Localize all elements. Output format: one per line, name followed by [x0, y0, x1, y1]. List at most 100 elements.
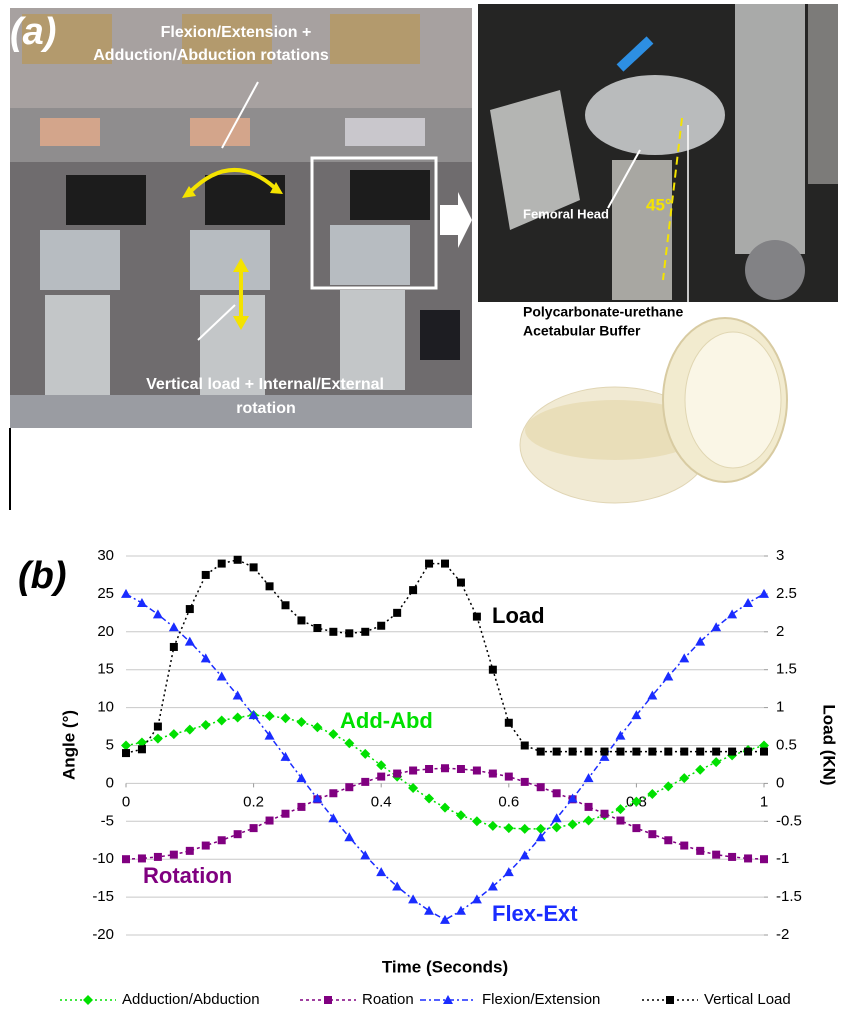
marker [185, 725, 195, 735]
figure: (a) Flexion/Extension + Adduction/Abduct… [0, 0, 841, 1012]
marker [680, 842, 688, 850]
marker [489, 770, 497, 778]
marker [233, 712, 243, 722]
marker [377, 622, 385, 630]
marker [664, 748, 672, 756]
marker [648, 830, 656, 838]
y-tick-label: 0 [106, 774, 114, 791]
legend-label: Vertical Load [704, 991, 791, 1008]
marker [217, 715, 227, 725]
marker [282, 601, 290, 609]
y-tick-label: -5 [101, 812, 114, 829]
marker [616, 817, 624, 825]
marker [743, 598, 753, 607]
marker [521, 742, 529, 750]
x-tick-label: 0 [122, 793, 130, 810]
y2-tick-label: 2 [776, 623, 784, 640]
marker [393, 609, 401, 617]
marker [296, 717, 306, 727]
marker [616, 748, 624, 756]
marker [584, 816, 594, 826]
marker [585, 748, 593, 756]
y2-tick-label: -2 [776, 926, 789, 943]
marker [313, 624, 321, 632]
y2-tick-label: 2.5 [776, 585, 797, 602]
marker [377, 773, 385, 781]
marker [728, 748, 736, 756]
marker [153, 609, 163, 618]
y-axis-title: Angle (°) [59, 710, 78, 780]
marker [440, 803, 450, 813]
series [122, 764, 768, 863]
legend-label: Roation [362, 991, 414, 1008]
y2-tick-label: 0 [776, 774, 784, 791]
marker [440, 915, 450, 924]
y2-tick-label: 1.5 [776, 661, 797, 678]
marker [202, 842, 210, 850]
marker [329, 628, 337, 636]
photo-closeup [478, 4, 838, 302]
marker [202, 571, 210, 579]
marker [328, 729, 338, 739]
buffer-photo [520, 318, 787, 503]
photo-annotation: Acetabular Buffer [523, 323, 641, 339]
y-tick-label: -10 [92, 850, 114, 867]
marker [201, 720, 211, 730]
marker [504, 823, 514, 833]
marker [170, 643, 178, 651]
marker [553, 789, 561, 797]
marker [154, 723, 162, 731]
photo-annotation: Flexion/Extension + [161, 24, 312, 41]
marker [553, 748, 561, 756]
chart-annotation: Flex-Ext [492, 901, 578, 926]
marker [615, 731, 625, 740]
marker [393, 770, 401, 778]
marker [585, 803, 593, 811]
marker [361, 628, 369, 636]
marker [695, 765, 705, 775]
marker [679, 773, 689, 783]
y2-tick-label: -0.5 [776, 812, 802, 829]
y-tick-label: -15 [92, 888, 114, 905]
marker [521, 778, 529, 786]
photo-rig [10, 8, 472, 428]
marker [648, 748, 656, 756]
marker [282, 810, 290, 818]
marker [712, 851, 720, 859]
x-tick-label: 0.6 [498, 793, 519, 810]
legend-marker [83, 995, 93, 1005]
marker [424, 794, 434, 804]
chart-annotation: Add-Abd [340, 708, 433, 733]
y-tick-label: 30 [97, 547, 114, 564]
marker [408, 783, 418, 793]
legend-marker [666, 996, 674, 1004]
marker [201, 653, 211, 662]
marker [138, 854, 146, 862]
photo-annotation: Femoral Head [523, 206, 609, 221]
marker [169, 622, 179, 631]
marker [601, 810, 609, 818]
chart-annotation: Load [492, 603, 545, 628]
y2-tick-label: -1.5 [776, 888, 802, 905]
marker [664, 836, 672, 844]
series [122, 556, 768, 757]
marker [424, 906, 434, 915]
marker [728, 853, 736, 861]
y-tick-label: 5 [106, 736, 114, 753]
marker [457, 765, 465, 773]
marker [218, 836, 226, 844]
marker [250, 563, 258, 571]
marker [250, 824, 258, 832]
y2-tick-label: 3 [776, 547, 784, 564]
marker [169, 729, 179, 739]
marker [234, 556, 242, 564]
marker [360, 749, 370, 759]
marker [489, 666, 497, 674]
marker [186, 847, 194, 855]
x-axis-title: Time (Seconds) [382, 957, 508, 976]
legend-marker [324, 996, 332, 1004]
marker [537, 748, 545, 756]
marker [137, 598, 147, 607]
marker [312, 722, 322, 732]
marker [457, 579, 465, 587]
